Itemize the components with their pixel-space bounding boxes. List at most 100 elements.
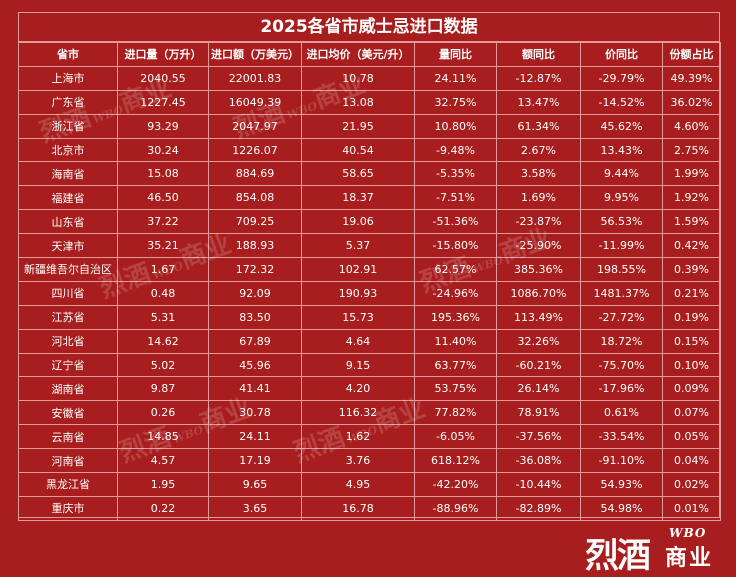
table-body: 上海市 2040.55 22001.83 10.78 24.11% -12.87% -29.…	[18, 65, 721, 521]
data-cell: -42.20%	[414, 472, 497, 497]
data-cell: -5.35%	[414, 161, 497, 187]
data-cell: -91.10%	[580, 448, 663, 474]
data-cell: 102.91	[301, 257, 415, 282]
province-cell: 北京市	[18, 137, 118, 163]
data-cell: 1.59%	[662, 209, 721, 235]
data-cell: 0.04%	[662, 448, 721, 474]
data-cell: 67.89	[208, 328, 302, 354]
data-cell: 13.43%	[580, 137, 663, 163]
data-cell: 884.69	[208, 161, 302, 187]
brand-logo: 烈酒 WBO 商业	[585, 526, 714, 576]
column-header: 进口额（万美元）	[208, 42, 302, 67]
data-cell: -51.36%	[414, 209, 497, 235]
data-cell: 0.09%	[662, 376, 721, 402]
data-cell: 92.09	[208, 280, 302, 306]
data-cell: 2047.97	[208, 113, 302, 139]
data-cell: 22001.83	[208, 65, 302, 91]
data-cell: 5.37	[301, 233, 415, 259]
data-cell: 17.19	[208, 448, 302, 474]
data-cell: 113.49%	[496, 304, 581, 330]
data-cell: 14.85	[117, 424, 209, 450]
province-cell: 河南省	[18, 448, 118, 474]
data-cell: 4.95	[301, 472, 415, 497]
column-header: 进口均价（美元/升）	[301, 42, 415, 67]
data-cell: 32.26%	[496, 328, 581, 354]
data-cell: 0.19%	[662, 304, 721, 330]
data-cell: 190.93	[301, 280, 415, 306]
import-data-table: 省市 进口量（万升） 进口额（万美元） 进口均价（美元/升） 量同比 额同比 价同比 份额占比…	[18, 42, 721, 521]
data-cell: 0.39%	[662, 257, 721, 282]
data-cell: 15.08	[117, 161, 209, 187]
column-header: 进口量（万升）	[117, 42, 209, 67]
province-cell: 黑龙江省	[18, 472, 118, 497]
data-cell: 1227.45	[117, 89, 209, 115]
data-cell: 77.82%	[414, 400, 497, 426]
data-cell: -11.99%	[580, 233, 663, 259]
table-row: 广东省 1227.45 16049.39 13.08 32.75% 13.47% -14.5…	[18, 89, 721, 115]
data-cell: 385.36%	[496, 257, 581, 282]
table-row: 上海市 2040.55 22001.83 10.78 24.11% -12.87% -29.…	[18, 65, 721, 91]
column-header: 份额占比	[662, 42, 721, 67]
province-cell: 天津市	[18, 233, 118, 259]
table-row: 辽宁省 5.02 45.96 9.15 63.77% -60.21% -75.70% 0.10…	[18, 352, 721, 378]
data-cell: 56.53%	[580, 209, 663, 235]
data-cell: -10.44%	[496, 472, 581, 497]
data-cell: 4.60%	[662, 113, 721, 139]
data-cell: -88.96%	[414, 495, 497, 521]
data-cell: 3.76	[301, 448, 415, 474]
data-cell: -14.52%	[580, 89, 663, 115]
table-row: 江苏省 5.31 83.50 15.73 195.36% 113.49% -27.72% 0.…	[18, 304, 721, 330]
data-cell: -24.96%	[414, 280, 497, 306]
table-row: 福建省 46.50 854.08 18.37 -7.51% 1.69% 9.95% 1.92%	[18, 185, 721, 211]
data-cell: 10.78	[301, 65, 415, 91]
data-cell: -15.80%	[414, 233, 497, 259]
data-cell: 13.08	[301, 89, 415, 115]
table-row: 重庆市 0.22 3.65 16.78 -88.96% -82.89% 54.98% 0.01…	[18, 495, 721, 521]
data-cell: -60.21%	[496, 352, 581, 378]
data-cell: 4.64	[301, 328, 415, 354]
data-cell: 24.11%	[414, 65, 497, 91]
data-cell: 19.06	[301, 209, 415, 235]
data-cell: 0.61%	[580, 400, 663, 426]
table-row: 四川省 0.48 92.09 190.93 -24.96% 1086.70% 1481.37…	[18, 280, 721, 306]
data-cell: -33.54%	[580, 424, 663, 450]
data-cell: 36.02%	[662, 89, 721, 115]
data-cell: 1.92%	[662, 185, 721, 211]
data-cell: 11.40%	[414, 328, 497, 354]
data-cell: 1.99%	[662, 161, 721, 187]
data-cell: 32.75%	[414, 89, 497, 115]
data-cell: 41.41	[208, 376, 302, 402]
data-cell: 1.67	[117, 257, 209, 282]
data-cell: -25.90%	[496, 233, 581, 259]
province-cell: 江苏省	[18, 304, 118, 330]
data-cell: 5.02	[117, 352, 209, 378]
data-cell: 26.14%	[496, 376, 581, 402]
data-cell: -37.56%	[496, 424, 581, 450]
data-cell: 1.95	[117, 472, 209, 497]
data-cell: 13.47%	[496, 89, 581, 115]
data-cell: 1481.37%	[580, 280, 663, 306]
table-row: 河北省 14.62 67.89 4.64 11.40% 32.26% 18.72% 0.15%	[18, 328, 721, 354]
data-cell: -9.48%	[414, 137, 497, 163]
data-cell: 1.62	[301, 424, 415, 450]
column-header: 价同比	[580, 42, 663, 67]
data-cell: 14.62	[117, 328, 209, 354]
province-cell: 广东省	[18, 89, 118, 115]
data-cell: -12.87%	[496, 65, 581, 91]
data-cell: 18.72%	[580, 328, 663, 354]
data-cell: 16.78	[301, 495, 415, 521]
province-cell: 山东省	[18, 209, 118, 235]
data-cell: 9.87	[117, 376, 209, 402]
table-row: 云南省 14.85 24.11 1.62 -6.05% -37.56% -33.54% 0.0…	[18, 424, 721, 450]
province-cell: 云南省	[18, 424, 118, 450]
data-cell: 54.93%	[580, 472, 663, 497]
data-cell: 35.21	[117, 233, 209, 259]
data-cell: 198.55%	[580, 257, 663, 282]
data-cell: 61.34%	[496, 113, 581, 139]
data-cell: 1086.70%	[496, 280, 581, 306]
data-cell: 709.25	[208, 209, 302, 235]
data-cell: 116.32	[301, 400, 415, 426]
province-cell: 四川省	[18, 280, 118, 306]
data-cell: 10.80%	[414, 113, 497, 139]
data-cell: 172.32	[208, 257, 302, 282]
